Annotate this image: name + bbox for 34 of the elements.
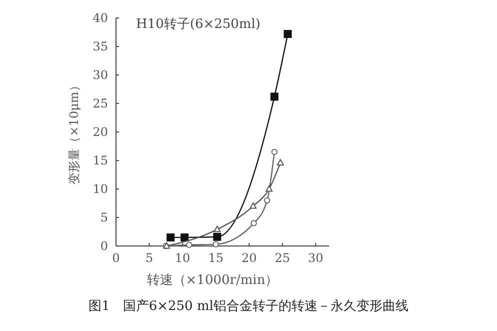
y-tick-label: 20 (92, 125, 108, 139)
x-tick-label: 5 (145, 251, 154, 265)
chart-title: H10转子(6×250ml) (136, 17, 260, 32)
y-tick-label: 30 (92, 68, 108, 82)
y-tick-label: 5 (100, 210, 108, 224)
x-tick-label: 25 (274, 251, 290, 265)
point (264, 197, 270, 204)
x-tick-label: 20 (241, 251, 257, 265)
y-tick-label: 10 (92, 182, 108, 196)
point (250, 220, 257, 226)
point (271, 148, 278, 156)
y-tick-label: 0 (100, 239, 108, 253)
y-axis-title: 变形量（×10μm） (67, 80, 81, 184)
point (166, 233, 175, 242)
x-axis-title: 转速（×1000r/min） (146, 273, 278, 288)
point (186, 242, 192, 248)
x-tick-label: 15 (208, 251, 224, 265)
x-tick-label: 0 (112, 251, 120, 265)
point (276, 159, 284, 166)
y-tick-label: 15 (92, 154, 108, 168)
y-tick-label: 40 (92, 11, 108, 25)
point (214, 226, 221, 232)
y-tick-label: 35 (92, 40, 108, 54)
point (213, 232, 222, 241)
caption: 图1 国产6×250 ml铝合金转子的转速－永久变形曲线 (88, 298, 408, 314)
point (266, 185, 273, 192)
y-tick-label: 25 (92, 96, 108, 110)
point (212, 241, 219, 248)
point (284, 30, 292, 38)
point (180, 233, 189, 242)
point (250, 202, 257, 209)
x-tick-label: 30 (308, 251, 324, 265)
point (270, 92, 278, 101)
x-tick-label: 10 (174, 251, 190, 265)
